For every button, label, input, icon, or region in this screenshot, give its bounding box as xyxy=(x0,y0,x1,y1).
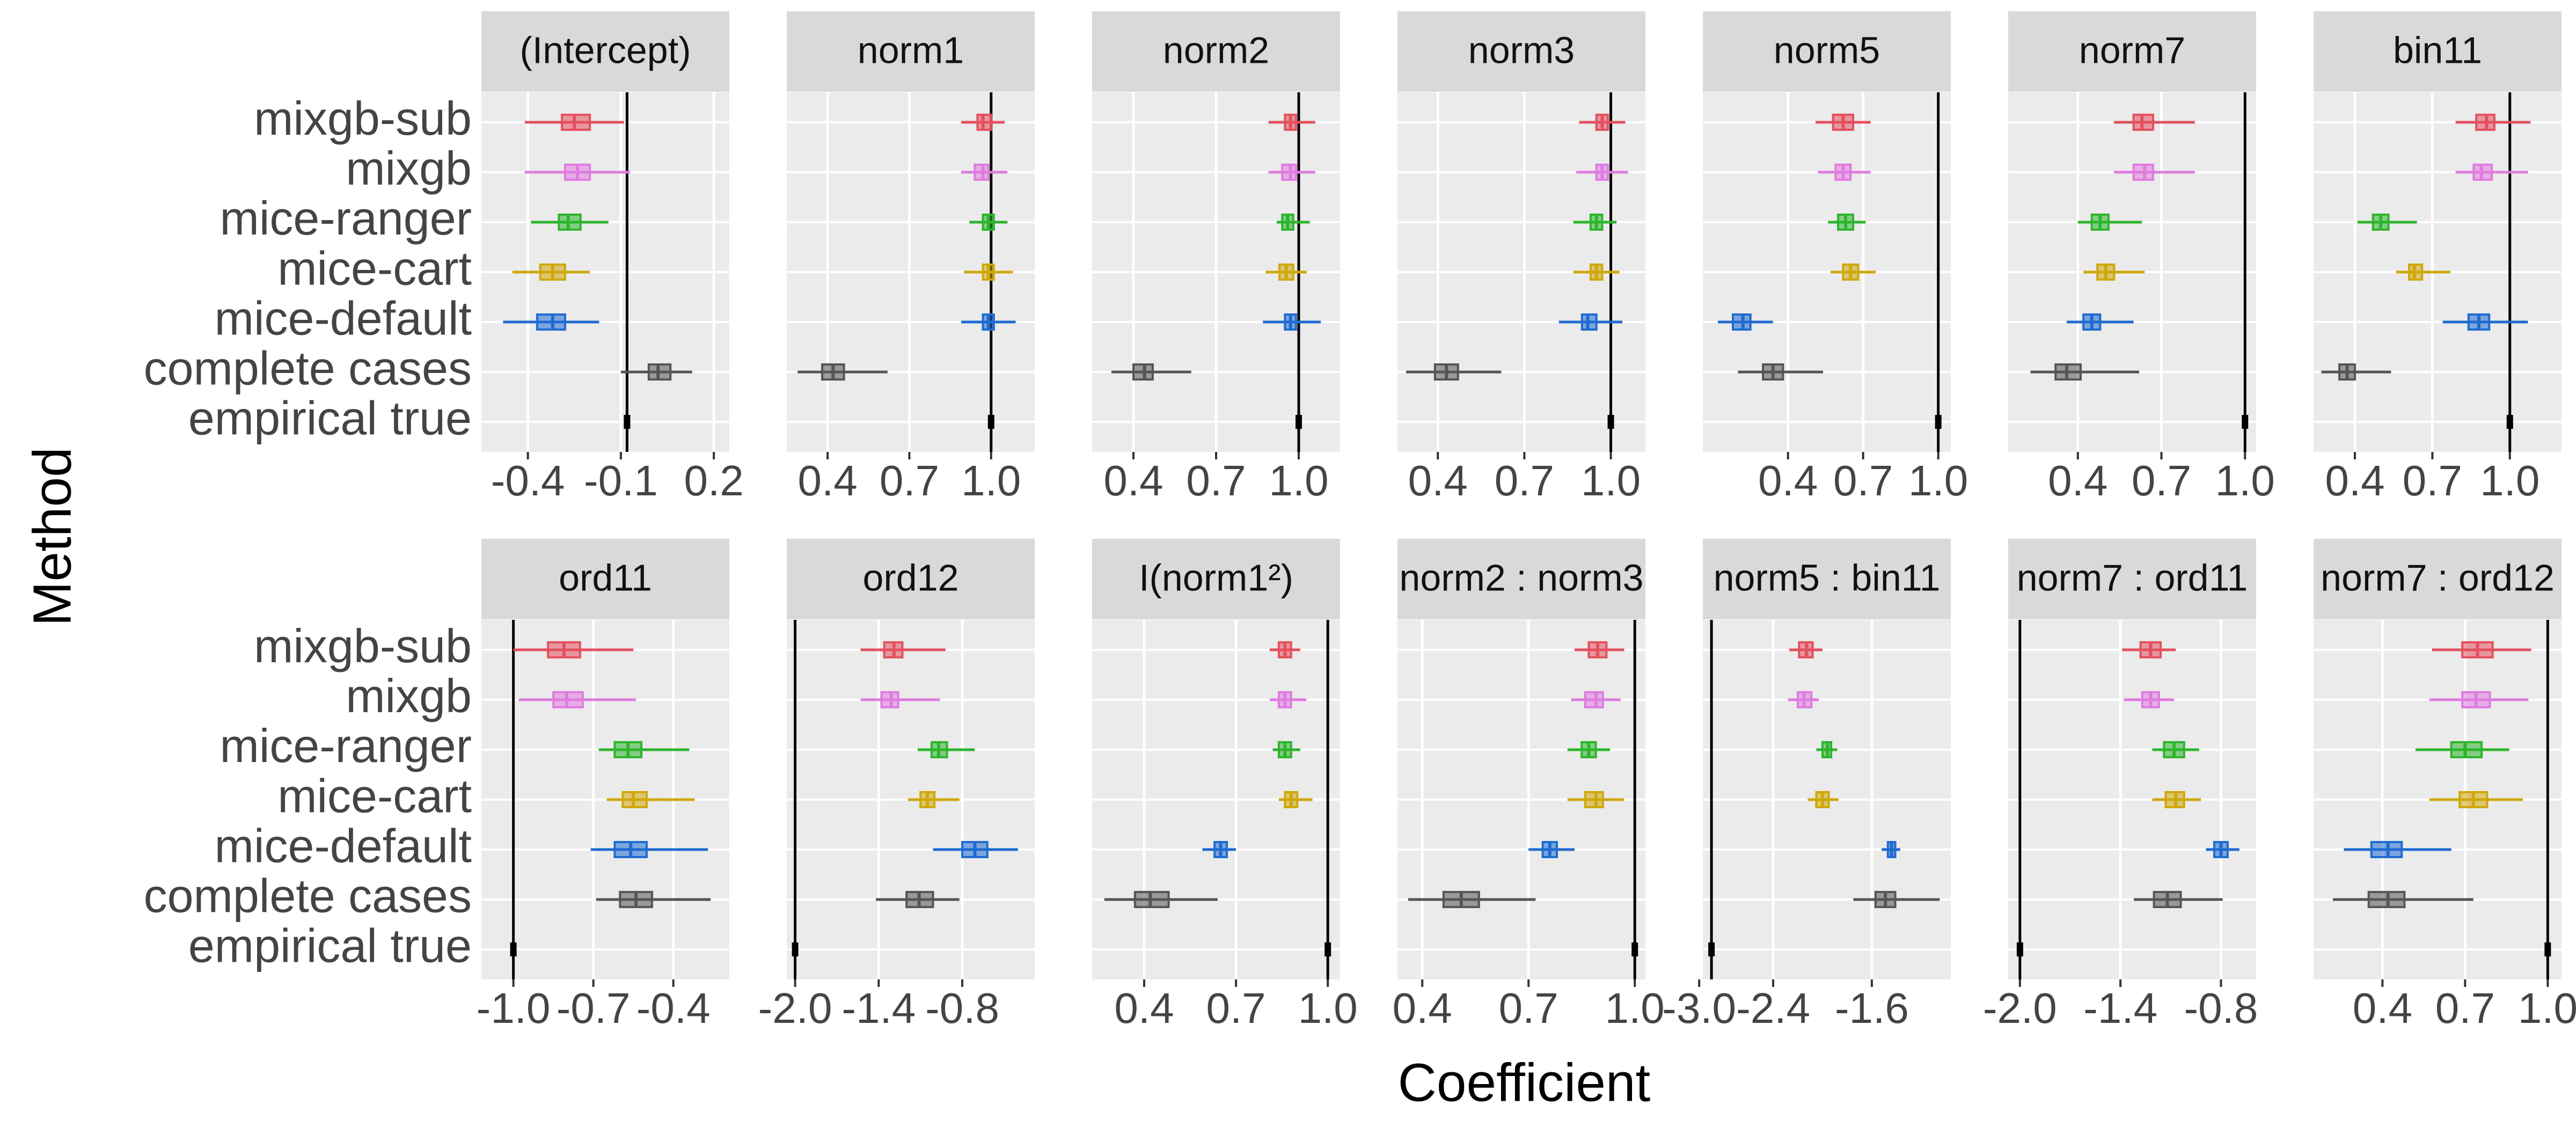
strip xyxy=(2314,11,2562,92)
x-tick-label: 1.0 xyxy=(1908,457,1968,504)
box xyxy=(1584,691,1604,708)
x-tick-label: 1.0 xyxy=(1581,457,1641,504)
x-tick-label: 0.4 xyxy=(1758,457,1818,504)
category-label: mice-ranger xyxy=(220,719,472,772)
panel-title: norm2 : norm3 xyxy=(1399,557,1643,598)
x-tick-label: 0.7 xyxy=(1495,457,1554,504)
x-tick-label: 0.7 xyxy=(2435,984,2495,1032)
x-tick-label: -0.1 xyxy=(584,457,658,504)
x-axis-label: Coefficient xyxy=(1398,1052,1651,1113)
x-tick-label: 0.4 xyxy=(2353,984,2412,1032)
x-tick-label: 0.7 xyxy=(2132,457,2191,504)
panel-title: bin11 xyxy=(2393,29,2482,71)
x-tick-label: 1.0 xyxy=(1269,457,1328,504)
strip xyxy=(1397,539,1645,619)
x-tick-label: -1.0 xyxy=(477,984,551,1032)
strip xyxy=(481,539,729,619)
panel-title: ord11 xyxy=(559,557,652,598)
x-tick-label: 0.4 xyxy=(2048,457,2107,504)
strip xyxy=(1703,539,1951,619)
category-label: empirical true xyxy=(188,391,472,444)
box xyxy=(1584,791,1604,808)
x-tick-label: 0.4 xyxy=(1103,457,1163,504)
strip xyxy=(1397,11,1645,92)
category-label: empirical true xyxy=(188,919,472,972)
panel-title: norm1 xyxy=(858,29,964,71)
strip xyxy=(1703,11,1951,92)
y-axis-label: Method xyxy=(22,447,82,626)
panel-title: norm5 : bin11 xyxy=(1714,557,1941,598)
category-label: mice-default xyxy=(215,819,472,872)
strip xyxy=(2008,539,2256,619)
x-tick-label: 0.4 xyxy=(1408,457,1468,504)
panel-title: I(norm1²) xyxy=(1139,557,1293,598)
x-tick-label: -0.8 xyxy=(2184,984,2258,1032)
x-tick-label: -2.0 xyxy=(758,984,832,1032)
x-tick-label: -0.8 xyxy=(925,984,999,1032)
strip xyxy=(1092,11,1340,92)
x-tick-label: 1.0 xyxy=(2215,457,2275,504)
category-label: mice-cart xyxy=(277,241,472,295)
x-tick-label: -2.0 xyxy=(1983,984,2057,1032)
x-tick-label: -2.4 xyxy=(1736,984,1810,1032)
panel-title: norm7 : ord12 xyxy=(2321,557,2555,598)
strip xyxy=(1092,539,1340,619)
x-tick-label: -3.0 xyxy=(1662,984,1736,1032)
x-tick-label: 0.4 xyxy=(2325,457,2384,504)
category-label: mice-ranger xyxy=(220,192,472,245)
panel-title: ord12 xyxy=(862,557,958,598)
strip xyxy=(787,539,1035,619)
x-tick-label: 1.0 xyxy=(961,457,1021,504)
strip xyxy=(2314,539,2562,619)
panel-title: norm7 xyxy=(2079,29,2185,71)
x-tick-label: -0.4 xyxy=(491,457,565,504)
category-label: complete cases xyxy=(144,869,472,922)
x-tick-label: 0.7 xyxy=(1186,457,1246,504)
panel-title: norm7 : ord11 xyxy=(2017,557,2248,598)
x-tick-label: -0.7 xyxy=(557,984,631,1032)
x-tick-label: 0.7 xyxy=(1206,984,1265,1032)
x-tick-label: -1.4 xyxy=(2083,984,2157,1032)
x-tick-label: 0.7 xyxy=(1499,984,1558,1032)
panel-title: norm2 xyxy=(1163,29,1269,71)
x-tick-label: 0.7 xyxy=(2403,457,2462,504)
category-label: mixgb-sub xyxy=(254,619,472,672)
x-tick-label: -0.4 xyxy=(636,984,711,1032)
x-tick-label: -1.4 xyxy=(841,984,916,1032)
x-tick-label: 0.4 xyxy=(1393,984,1452,1032)
x-tick-label: 1.0 xyxy=(1605,984,1665,1032)
x-tick-label: 1.0 xyxy=(2518,984,2576,1032)
x-tick-label: 1.0 xyxy=(1298,984,1358,1032)
category-label: complete cases xyxy=(144,341,472,394)
strip xyxy=(787,11,1035,92)
panel-title: norm3 xyxy=(1468,29,1575,71)
strip xyxy=(2008,11,2256,92)
x-tick-label: 0.4 xyxy=(798,457,858,504)
x-tick-label: 0.4 xyxy=(1114,984,1174,1032)
x-tick-label: 0.7 xyxy=(880,457,939,504)
x-tick-label: -1.6 xyxy=(1835,984,1909,1032)
category-label: mice-default xyxy=(215,291,472,345)
category-label: mixgb xyxy=(346,669,472,722)
category-label: mice-cart xyxy=(277,769,472,822)
category-label: mixgb-sub xyxy=(254,92,472,145)
x-tick-label: 1.0 xyxy=(2480,457,2540,504)
strip xyxy=(481,11,729,92)
category-label: mixgb xyxy=(346,142,472,195)
x-tick-label: 0.2 xyxy=(684,457,744,504)
panel-title: (Intercept) xyxy=(520,29,691,71)
x-tick-label: 0.7 xyxy=(1833,457,1893,504)
panel-title: norm5 xyxy=(1774,29,1880,71)
